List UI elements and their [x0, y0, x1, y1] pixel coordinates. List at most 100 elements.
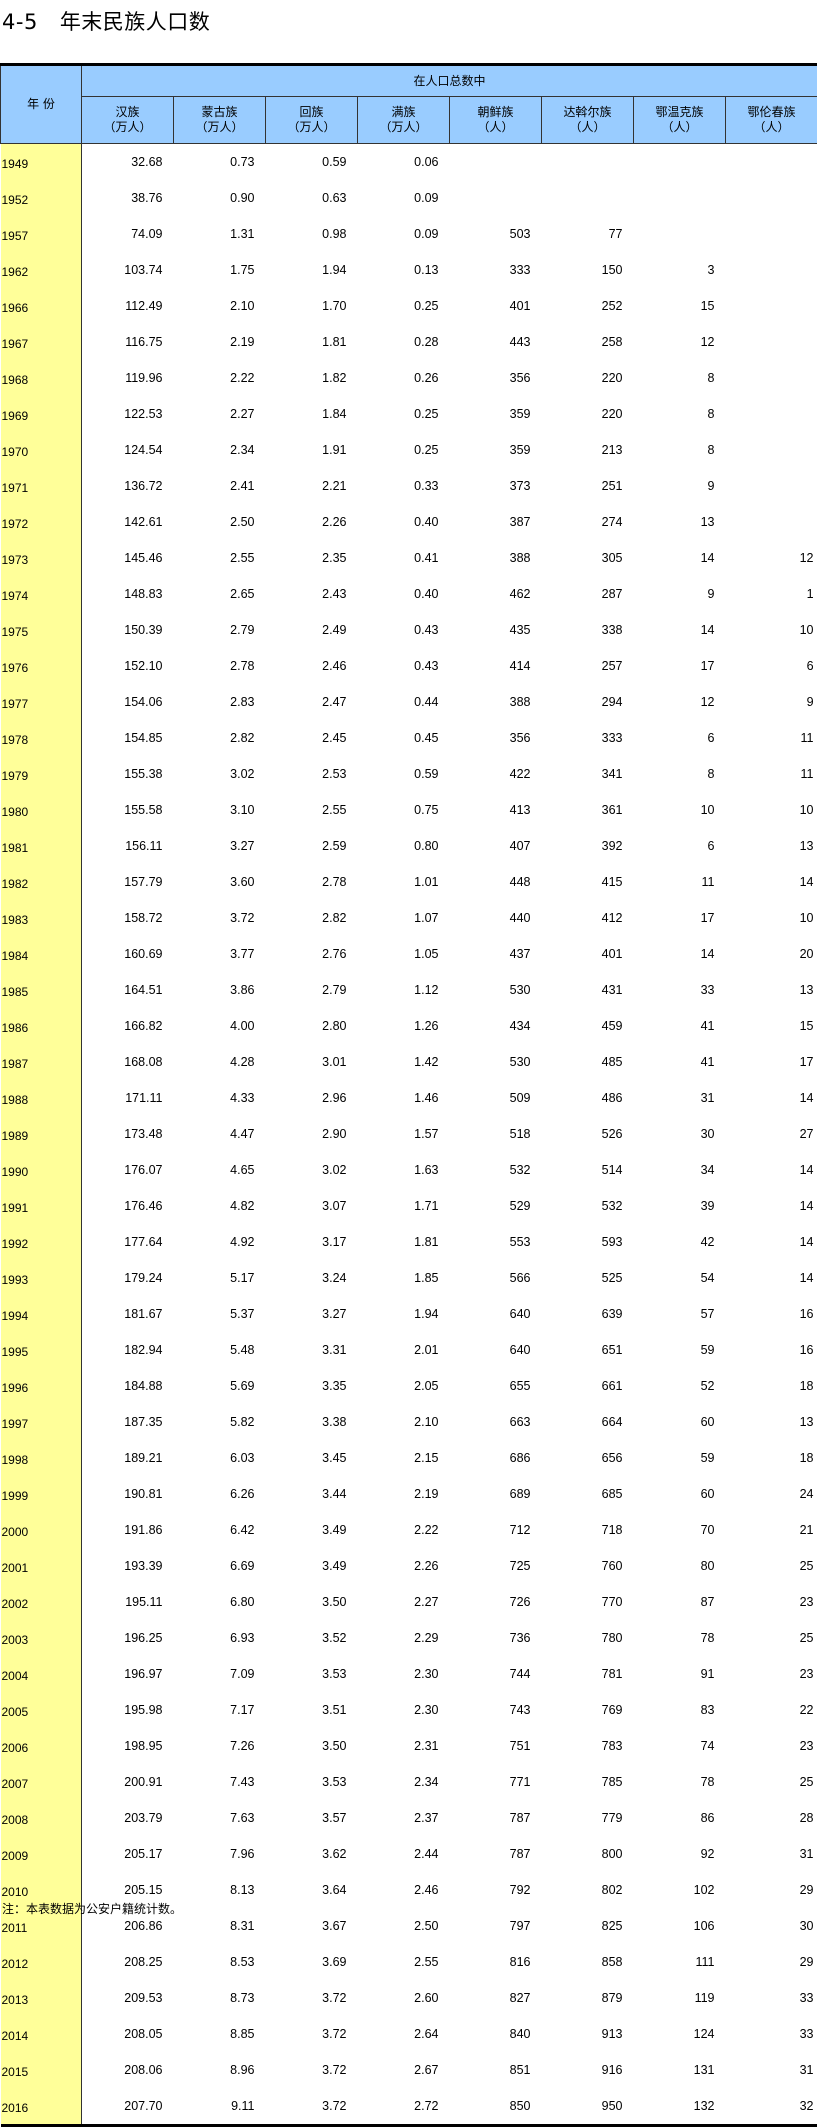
value-cell: 208.05 — [82, 2016, 174, 2052]
value-cell: 33 — [726, 2016, 817, 2052]
value-cell: 2.49 — [266, 612, 358, 648]
value-cell: 86 — [634, 1800, 726, 1836]
year-cell: 2007 — [1, 1764, 82, 1800]
value-cell: 530 — [450, 972, 542, 1008]
value-cell — [726, 252, 817, 288]
value-cell: 640 — [450, 1296, 542, 1332]
value-cell: 3.72 — [266, 2052, 358, 2088]
value-cell: 8.85 — [174, 2016, 266, 2052]
value-cell: 59 — [634, 1332, 726, 1368]
value-cell: 34 — [634, 1152, 726, 1188]
value-cell: 2.79 — [266, 972, 358, 1008]
year-cell: 1976 — [1, 648, 82, 684]
value-cell: 0.09 — [358, 180, 450, 216]
value-cell: 2.78 — [174, 648, 266, 684]
value-cell: 1.26 — [358, 1008, 450, 1044]
year-cell: 1990 — [1, 1152, 82, 1188]
value-cell: 42 — [634, 1224, 726, 1260]
value-cell: 553 — [450, 1224, 542, 1260]
value-cell: 2.55 — [266, 792, 358, 828]
value-cell: 3.02 — [266, 1152, 358, 1188]
column-unit: （人） — [634, 120, 725, 135]
value-cell: 651 — [542, 1332, 634, 1368]
value-cell: 0.09 — [358, 216, 450, 252]
value-cell: 663 — [450, 1404, 542, 1440]
value-cell: 17 — [634, 648, 726, 684]
value-cell: 2.82 — [266, 900, 358, 936]
value-cell: 191.86 — [82, 1512, 174, 1548]
value-cell: 8.53 — [174, 1944, 266, 1980]
value-cell: 142.61 — [82, 504, 174, 540]
value-cell: 827 — [450, 1980, 542, 2016]
value-cell: 0.40 — [358, 504, 450, 540]
value-cell: 87 — [634, 1584, 726, 1620]
value-cell: 0.25 — [358, 288, 450, 324]
value-cell: 182.94 — [82, 1332, 174, 1368]
year-cell: 1977 — [1, 684, 82, 720]
year-cell: 1997 — [1, 1404, 82, 1440]
value-cell: 743 — [450, 1692, 542, 1728]
value-cell: 437 — [450, 936, 542, 972]
value-cell: 1.81 — [266, 324, 358, 360]
value-cell: 1.63 — [358, 1152, 450, 1188]
value-cell: 14 — [726, 1260, 817, 1296]
value-cell: 252 — [542, 288, 634, 324]
year-cell: 2009 — [1, 1836, 82, 1872]
value-cell: 2.80 — [266, 1008, 358, 1044]
value-cell: 514 — [542, 1152, 634, 1188]
value-cell: 70 — [634, 1512, 726, 1548]
year-cell: 2004 — [1, 1656, 82, 1692]
value-cell — [634, 144, 726, 181]
value-cell: 1.46 — [358, 1080, 450, 1116]
value-cell: 388 — [450, 540, 542, 576]
year-cell: 1949 — [1, 144, 82, 181]
value-cell: 29 — [726, 1944, 817, 1980]
value-cell: 1.01 — [358, 864, 450, 900]
value-cell: 3.01 — [266, 1044, 358, 1080]
value-cell: 31 — [726, 1836, 817, 1872]
value-cell: 3.64 — [266, 1872, 358, 1908]
year-cell: 2008 — [1, 1800, 82, 1836]
value-cell: 2.34 — [174, 432, 266, 468]
value-cell: 0.59 — [358, 756, 450, 792]
value-cell: 111 — [634, 1944, 726, 1980]
value-cell: 3.72 — [266, 2016, 358, 2052]
value-cell: 0.25 — [358, 396, 450, 432]
value-cell: 792 — [450, 1872, 542, 1908]
column-name: 鄂温克族 — [634, 105, 725, 120]
value-cell: 2.82 — [174, 720, 266, 756]
value-cell: 8.31 — [174, 1908, 266, 1944]
value-cell: 168.08 — [82, 1044, 174, 1080]
value-cell: 106 — [634, 1908, 726, 1944]
value-cell: 661 — [542, 1368, 634, 1404]
value-cell: 2.35 — [266, 540, 358, 576]
value-cell — [726, 216, 817, 252]
value-cell: 566 — [450, 1260, 542, 1296]
year-cell: 1987 — [1, 1044, 82, 1080]
value-cell: 530 — [450, 1044, 542, 1080]
value-cell: 60 — [634, 1404, 726, 1440]
value-cell: 209.53 — [82, 1980, 174, 2016]
value-cell: 3.31 — [266, 1332, 358, 1368]
value-cell: 503 — [450, 216, 542, 252]
value-cell: 2.64 — [358, 2016, 450, 2052]
value-cell: 2.01 — [358, 1332, 450, 1368]
value-cell: 3.53 — [266, 1764, 358, 1800]
value-cell: 401 — [542, 936, 634, 972]
value-cell: 2.10 — [174, 288, 266, 324]
year-cell: 1989 — [1, 1116, 82, 1152]
value-cell: 14 — [726, 1080, 817, 1116]
year-cell: 2015 — [1, 2052, 82, 2088]
value-cell: 155.38 — [82, 756, 174, 792]
value-cell: 33 — [726, 1980, 817, 2016]
